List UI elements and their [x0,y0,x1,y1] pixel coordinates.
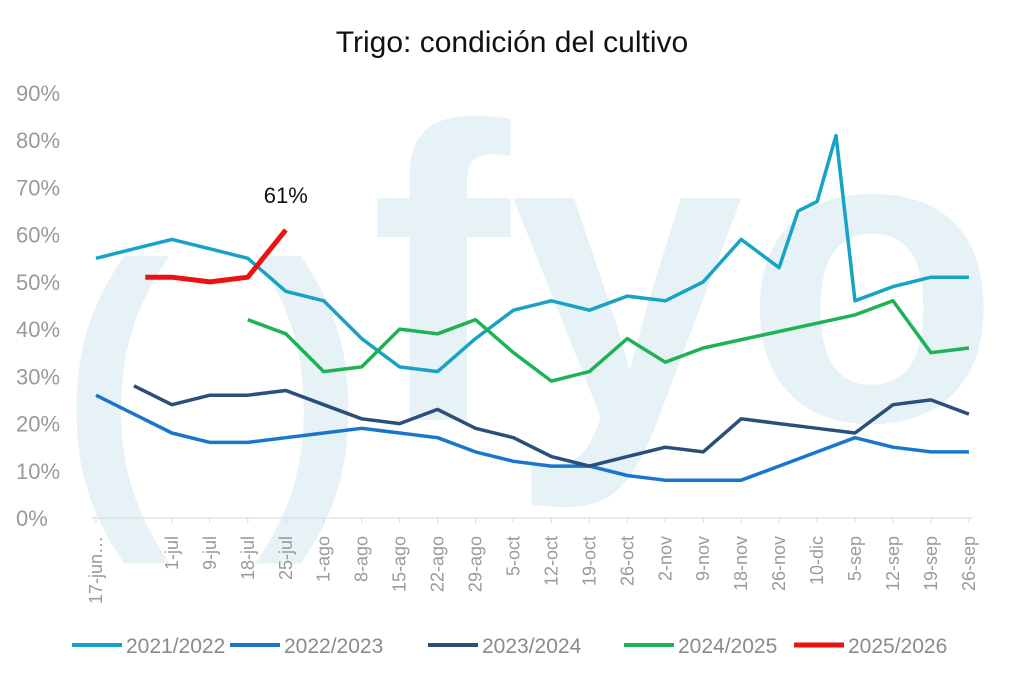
x-tick-label: 8-ago [352,536,372,582]
x-tick-label: 29-ago [466,536,486,592]
x-axis: 17-jun… 1-jul 9-jul 18-jul 25-jul 1-ago 8-ago 1… [86,517,979,604]
x-tick-label: 1-ago [314,536,334,582]
annotation-layer: 61% [264,183,308,208]
x-tick-label: 26-sep [959,536,979,591]
legend-label: 2025/2026 [848,635,947,658]
legend-label: 2024/2025 [678,635,777,658]
data-label-annotation: 61% [264,183,308,208]
x-tick-label: 5-sep [845,536,865,581]
x-tick-label: 18-jul [238,536,258,580]
watermark-letters: fyo [370,41,1000,512]
x-tick-label: 12-oct [541,536,561,586]
legend-label: 2022/2023 [284,635,383,658]
legend-label: 2023/2024 [482,635,582,658]
x-tick-label: 19-oct [579,536,599,586]
series-line-2023-2024 [133,384,970,468]
x-tick-label: 9-nov [693,536,713,581]
y-tick-label: 70% [16,175,60,200]
fyo-watermark-logo: ( ) fyo [60,41,1000,567]
y-tick-label: 0% [16,506,48,531]
series-layer [95,133,970,482]
x-tick-label: 5-oct [503,536,523,576]
x-tick-label: 26-nov [769,536,789,591]
y-tick-label: 60% [16,223,60,248]
x-tick-label: 18-nov [731,536,751,591]
y-tick-label: 90% [16,81,60,106]
series-line-2022-2023 [95,393,969,482]
x-tick-label: 12-sep [883,536,903,591]
series-line-2025-2026 [145,228,288,285]
x-tick-label: 15-ago [390,536,410,592]
x-tick-label: 25-jul [276,536,296,580]
y-axis: 0% 10% 20% 30% 40% 50% 60% 70% 80% 90% [16,81,60,531]
x-tick-label: 17-jun… [86,536,106,604]
x-tick-label: 10-dic [807,536,827,585]
y-tick-label: 20% [16,412,60,437]
x-tick-label: 9-jul [200,536,220,570]
watermark-paren-open: ( [60,196,173,567]
y-tick-label: 40% [16,317,60,342]
x-tick-label: 26-oct [617,536,637,586]
y-tick-label: 10% [16,459,60,484]
series-line-2024-2025 [247,299,970,383]
x-tick-label: 2-nov [655,536,675,581]
legend-label: 2021/2022 [126,635,225,658]
x-tick-label: 1-jul [162,536,182,570]
y-tick-label: 50% [16,270,60,295]
y-tick-label: 80% [16,128,60,153]
series-line-2021-2022 [95,133,969,374]
chart-legend: 2021/2022 2022/2023 2023/2024 2024/2025 2025… [72,635,947,658]
y-tick-label: 30% [16,364,60,389]
chart-title: Trigo: condición del cultivo [336,26,688,59]
x-tick-label: 19-sep [921,536,941,591]
watermark-paren-close: ) [255,196,365,567]
x-tick-label: 22-ago [428,536,448,592]
